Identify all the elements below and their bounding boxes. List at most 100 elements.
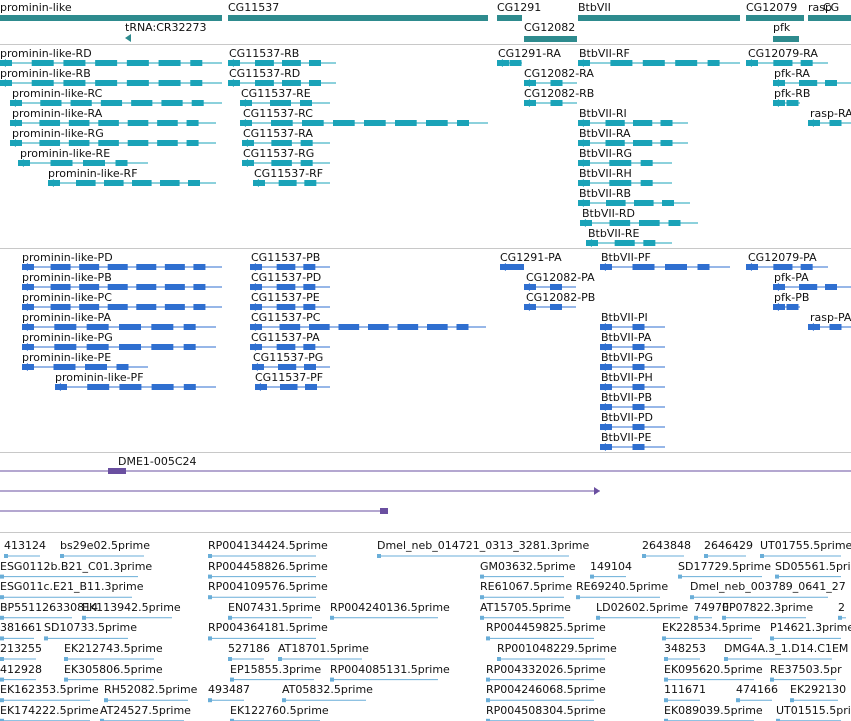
strand-arrow[interactable] (600, 263, 606, 271)
est-block[interactable] (775, 574, 779, 579)
exon-block[interactable] (550, 100, 563, 106)
exon-block[interactable] (115, 160, 128, 166)
exon-block[interactable] (50, 160, 73, 166)
est-block[interactable] (486, 698, 490, 703)
est-block[interactable] (208, 574, 212, 579)
exon-block[interactable] (160, 180, 180, 186)
exon-block[interactable] (632, 264, 655, 270)
exon-block[interactable] (456, 324, 469, 330)
est-block[interactable] (0, 636, 4, 641)
exon-block[interactable] (68, 120, 90, 126)
exon-block[interactable] (395, 120, 417, 126)
strand-arrow[interactable] (250, 263, 256, 271)
exon-block[interactable] (302, 120, 324, 126)
exon-block[interactable] (427, 324, 448, 330)
exon-block[interactable] (157, 120, 178, 126)
est-block[interactable] (790, 698, 794, 703)
gene-bar[interactable] (228, 15, 488, 21)
exon-block[interactable] (151, 344, 174, 350)
est-block[interactable] (480, 595, 484, 600)
exon-block[interactable] (614, 240, 635, 246)
strand-arrow[interactable] (242, 159, 248, 167)
est-block[interactable] (776, 718, 780, 721)
exon-block[interactable] (606, 200, 626, 206)
exon-block[interactable] (633, 120, 653, 126)
strand-arrow[interactable] (0, 59, 6, 67)
exon-block[interactable] (662, 200, 674, 206)
strand-arrow[interactable] (578, 139, 584, 147)
exon-block[interactable] (98, 120, 119, 126)
strand-arrow[interactable] (524, 303, 530, 311)
exon-block[interactable] (76, 180, 96, 186)
gene-bar[interactable] (773, 36, 799, 42)
est-block[interactable] (642, 554, 646, 558)
exon-block[interactable] (50, 264, 71, 270)
strand-arrow[interactable] (22, 343, 28, 351)
exon-block[interactable] (276, 304, 296, 310)
est-block[interactable] (278, 657, 282, 661)
exon-block[interactable] (255, 80, 274, 86)
exon-block[interactable] (633, 140, 653, 146)
exon-block[interactable] (107, 284, 128, 290)
exon-block[interactable] (397, 324, 419, 330)
exon-block[interactable] (282, 80, 301, 86)
exon-block[interactable] (660, 140, 673, 146)
est-block[interactable] (722, 615, 726, 620)
exon-block[interactable] (660, 120, 673, 126)
exon-block[interactable] (309, 80, 321, 86)
est-block[interactable] (760, 554, 764, 558)
exon-block[interactable] (786, 304, 799, 310)
exon-block[interactable] (305, 384, 317, 390)
strand-arrow[interactable] (255, 383, 261, 391)
est-block[interactable] (208, 698, 212, 703)
est-block[interactable] (662, 636, 666, 641)
est-block[interactable] (678, 574, 682, 579)
exon-block[interactable] (642, 60, 665, 66)
exon-block[interactable] (799, 284, 818, 290)
est-block[interactable] (208, 636, 212, 641)
strand-arrow[interactable] (524, 283, 530, 291)
strand-arrow[interactable] (586, 239, 592, 247)
exon-block[interactable] (609, 160, 632, 166)
exon-block[interactable] (126, 60, 149, 66)
exon-block[interactable] (279, 324, 301, 330)
exon-block[interactable] (126, 80, 149, 86)
est-block[interactable] (704, 554, 708, 558)
est-block[interactable] (0, 698, 4, 703)
exon-block[interactable] (119, 384, 142, 390)
est-block[interactable] (104, 698, 108, 703)
est-block[interactable] (690, 595, 694, 600)
exon-block[interactable] (829, 324, 842, 330)
strand-arrow[interactable] (22, 363, 28, 371)
strand-arrow[interactable] (600, 443, 606, 451)
gene-bar[interactable] (746, 15, 804, 21)
exon-block[interactable] (278, 364, 297, 370)
exon-block[interactable] (605, 120, 625, 126)
exon-block[interactable] (131, 100, 153, 106)
exon-block[interactable] (161, 100, 183, 106)
exon-block[interactable] (104, 180, 124, 186)
strand-arrow[interactable] (240, 99, 246, 107)
est-block[interactable] (208, 554, 212, 558)
est-block[interactable] (4, 554, 8, 558)
est-block[interactable] (208, 595, 212, 600)
strand-arrow[interactable] (600, 323, 606, 331)
strand-arrow[interactable] (252, 363, 258, 371)
exon-block[interactable] (127, 120, 149, 126)
est-block[interactable] (228, 657, 232, 661)
strand-arrow[interactable] (22, 323, 28, 331)
exon-block[interactable] (309, 60, 321, 66)
exon-block[interactable] (132, 180, 152, 186)
est-block[interactable] (230, 677, 234, 682)
exon-block[interactable] (271, 160, 292, 166)
strand-arrow[interactable] (0, 79, 6, 87)
exon-block[interactable] (609, 220, 631, 226)
est-block[interactable] (82, 615, 86, 620)
exon-block[interactable] (800, 60, 813, 66)
strand-arrow[interactable] (228, 79, 234, 87)
exon-block[interactable] (255, 60, 274, 66)
est-block[interactable] (576, 595, 580, 600)
exon-block[interactable] (512, 264, 524, 270)
strand-arrow[interactable] (600, 403, 606, 411)
gene-bar[interactable] (0, 15, 222, 21)
